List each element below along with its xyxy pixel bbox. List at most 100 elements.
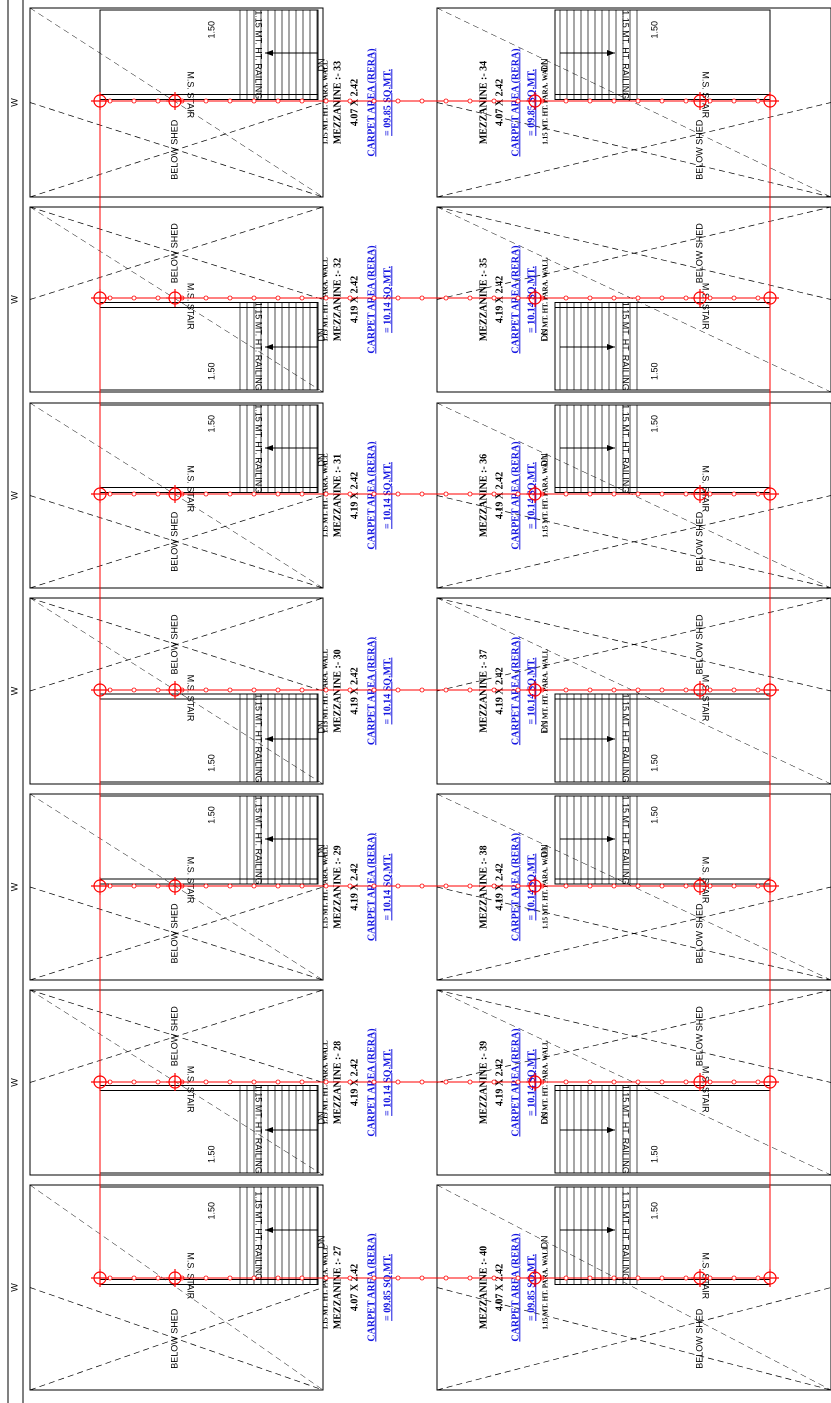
grid-node [299,687,305,693]
unit-size: 4.07 X 2.42 [494,79,505,126]
dn-label: DN [316,1236,326,1249]
grid-node [275,1079,281,1085]
grid-node [227,491,233,497]
grid-node [467,687,473,693]
grid-node [491,491,497,497]
railing-label: 1.15 MT. HT. RAILING [621,302,631,391]
shed-diagonal [29,793,324,981]
shed-label: BELOW SHED [694,903,704,964]
grid-node [635,1079,641,1085]
stair-label: M.S. STAIR [701,283,711,330]
unit-label: MEZZANINE :- 31 [332,454,343,537]
dn-arrowhead [607,445,615,451]
grid-node [299,1275,305,1281]
grid-node [443,295,449,301]
grid-node [755,687,761,693]
grid-node [227,98,233,104]
grid-node [251,687,257,693]
shed-label: BELOW SHED [169,511,179,572]
grid-node [563,98,569,104]
grid-node [131,1079,137,1085]
shed-label: BELOW SHED [694,511,704,572]
area-value: = 10.14 SQ.MT. [382,853,393,920]
stair-width: 1.50 [206,415,216,433]
stair-label: M.S. STAIR [701,71,711,118]
grid-node [347,295,353,301]
railing-label: 1.15 MT. HT. RAILING [621,693,631,782]
area-title: CARPET AREA (RERA) [510,441,521,549]
grid-node [443,98,449,104]
grid-node [443,1275,449,1281]
shed-diagonal [29,206,324,393]
grid-node [659,295,665,301]
area-title: CARPET AREA (RERA) [366,833,377,941]
shed-diagonal [436,1287,831,1391]
area-value: = 10.14 SQ.MT. [526,853,537,920]
grid-node [323,295,329,301]
unit-label: MEZZANINE :- 34 [478,61,489,144]
grid-node [155,1275,161,1281]
stair-label: M.S. STAIR [186,465,196,512]
grid-node [755,491,761,497]
stair-width: 1.50 [206,754,216,772]
grid-node [659,98,665,104]
grid-node [587,98,593,104]
railing-label: 1.15 MT. HT. RAILING [254,693,264,782]
grid-node [635,98,641,104]
shed-label: BELOW SHED [694,223,704,284]
grid-node [299,491,305,497]
grid-node [491,1275,497,1281]
shed-diagonal [436,206,831,393]
stair-label: M.S. STAIR [701,465,711,512]
railing-label: 1.15 MT. HT. RAILING [621,10,631,99]
grid-node [203,491,209,497]
grid-node [659,1079,665,1085]
grid-node [563,1275,569,1281]
grid-node [395,883,401,889]
dn-arrowhead [265,736,273,742]
grid-node [467,295,473,301]
window-label: W [9,1283,19,1292]
grid-node [155,491,161,497]
grid-node [467,98,473,104]
unit-size: 4.19 X 2.42 [349,863,360,910]
grid-node [395,98,401,104]
grid-node [131,491,137,497]
shed-diagonal [29,1287,324,1391]
dn-arrowhead [265,344,273,350]
grid-node [731,1079,737,1085]
shed-diagonal [29,7,324,198]
dn-arrowhead [265,1227,273,1233]
grid-node [515,1079,521,1085]
grid-node [611,1079,617,1085]
shed-label: BELOW SHED [169,1308,179,1369]
railing-label: 1.15 MT. HT. RAILING [621,404,631,493]
grid-node [251,1275,257,1281]
unit-label: MEZZANINE :- 27 [332,1246,343,1329]
grid-node [587,687,593,693]
shed-diagonal [436,989,831,1083]
railing-label: 1.15 MT. HT. RAILING [254,302,264,391]
grid-node [299,98,305,104]
grid-node [419,687,425,693]
area-title: CARPET AREA (RERA) [366,245,377,353]
grid-node [371,1275,377,1281]
grid-node [347,1079,353,1085]
grid-node [203,1079,209,1085]
stair-width: 1.50 [206,1202,216,1220]
grid-node [515,491,521,497]
grid-node [203,295,209,301]
stair-label: M.S. STAIR [186,675,196,722]
unit-label: MEZZANINE :- 35 [478,258,489,341]
grid-node [491,687,497,693]
grid-node [299,295,305,301]
dn-label: DN [316,721,326,734]
dn-label: DN [539,721,549,734]
grid-node [347,1275,353,1281]
grid-node [683,883,689,889]
window-label: W [9,882,19,891]
area-value: = 10.14 SQ.MT. [382,657,393,724]
grid-node [419,883,425,889]
grid-node [203,883,209,889]
dn-arrowhead [607,736,615,742]
